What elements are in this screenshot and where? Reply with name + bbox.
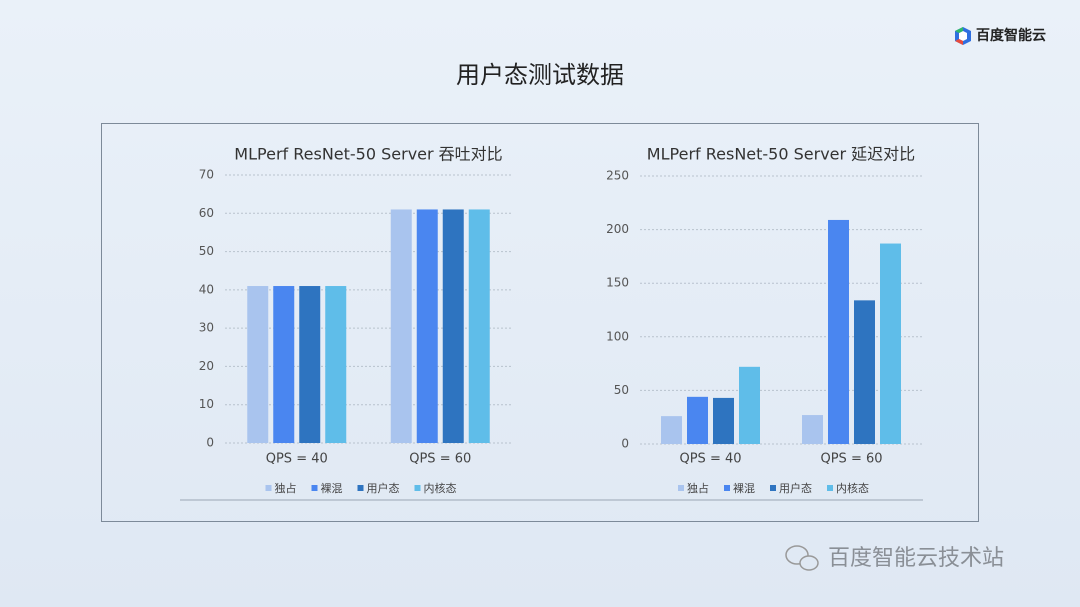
y-tick-label: 200 [606, 222, 629, 236]
x-tick-label: QPS = 40 [266, 452, 328, 467]
y-tick-label: 150 [606, 276, 629, 290]
legend-swatch [678, 485, 684, 491]
chart-title: MLPerf ResNet-50 Server 吞吐对比 [234, 145, 502, 164]
y-tick-label: 30 [199, 321, 214, 335]
logo-text: 百度智能云 [976, 27, 1046, 44]
x-tick-label: QPS = 60 [409, 452, 471, 467]
page-title: 用户态测试数据 [456, 61, 624, 89]
watermark-text: 百度智能云技术站 [828, 546, 1004, 571]
y-tick-label: 250 [606, 169, 629, 183]
legend-swatch [357, 485, 364, 491]
bar [713, 397, 734, 444]
y-tick-label: 20 [199, 359, 214, 373]
bar [828, 219, 849, 444]
legend-label: 独占 [275, 481, 297, 495]
legend-label: 独占 [687, 481, 709, 495]
legend-swatch [724, 485, 730, 491]
bar [442, 209, 464, 443]
y-tick-label: 50 [614, 383, 629, 397]
y-tick-label: 10 [199, 397, 214, 411]
y-tick-label: 100 [606, 329, 629, 343]
bar [247, 286, 269, 443]
bar [687, 396, 708, 444]
legend-swatch [770, 485, 776, 491]
legend-swatch [265, 485, 272, 491]
bar [854, 300, 875, 444]
bar [325, 286, 347, 443]
x-tick-label: QPS = 60 [820, 452, 882, 467]
frame [101, 123, 979, 522]
bar [416, 209, 438, 443]
y-tick-label: 50 [199, 244, 214, 258]
bar [299, 286, 321, 443]
legend-label: 用户态 [779, 481, 812, 495]
bar [468, 209, 490, 443]
y-tick-label: 0 [621, 437, 629, 451]
logo: 百度智能云 [955, 27, 1046, 45]
legend-swatch [311, 485, 318, 491]
x-tick-label: QPS = 40 [679, 452, 741, 467]
chart-title: MLPerf ResNet-50 Server 延迟对比 [647, 145, 915, 164]
legend-label: 内核态 [424, 481, 457, 495]
bar [802, 415, 823, 444]
watermark: 百度智能云技术站 [785, 545, 1004, 571]
legend-label: 用户态 [367, 481, 400, 495]
y-tick-label: 60 [199, 206, 214, 220]
legend-label: 内核态 [836, 481, 869, 495]
legend-swatch [827, 485, 833, 491]
legend-label: 裸混 [733, 481, 755, 495]
legend-swatch [414, 485, 421, 491]
bar [739, 366, 760, 444]
bar [661, 416, 682, 444]
legend-label: 裸混 [321, 481, 343, 495]
y-tick-label: 70 [199, 168, 214, 182]
bar [273, 286, 295, 443]
bar [390, 209, 412, 443]
y-tick-label: 0 [206, 436, 214, 450]
bar [880, 243, 901, 444]
y-tick-label: 40 [199, 282, 214, 296]
